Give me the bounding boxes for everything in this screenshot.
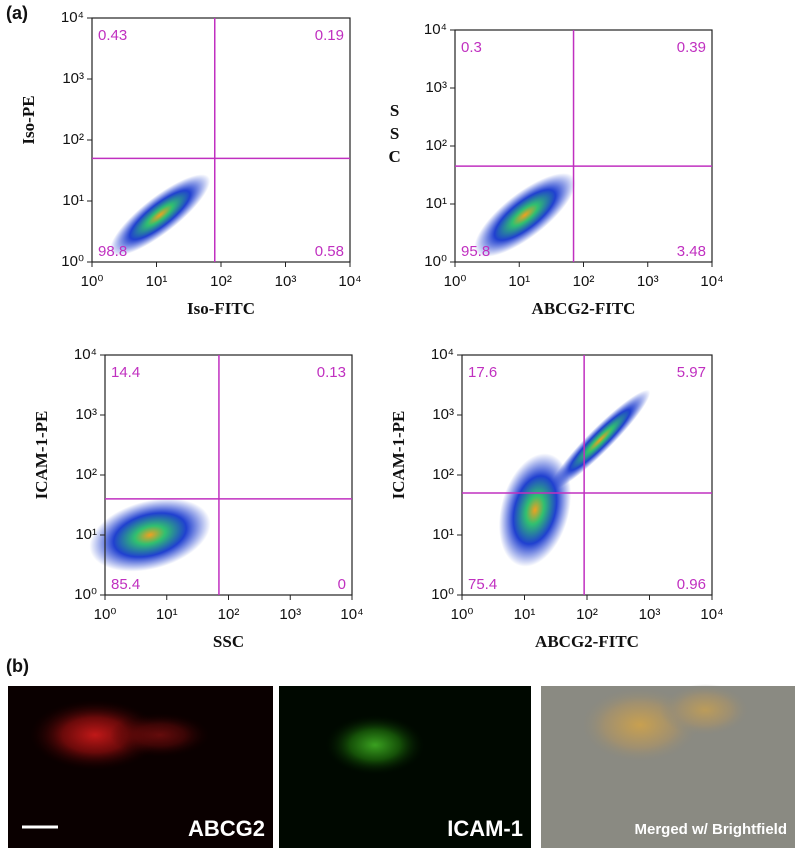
x-tick-label: 10² bbox=[210, 273, 232, 290]
y-tick-label: 10¹ bbox=[75, 526, 97, 543]
quadrant-value: 5.97 bbox=[677, 364, 706, 381]
x-tick-label: 10³ bbox=[279, 606, 301, 623]
x-tick-label: 10⁰ bbox=[81, 273, 104, 290]
y-tick-label: 10⁰ bbox=[74, 586, 97, 603]
quadrant-value: 3.48 bbox=[677, 243, 706, 260]
image-label: ABCG2 bbox=[188, 816, 265, 841]
panel-label: (a) bbox=[6, 3, 28, 23]
x-tick-label: 10¹ bbox=[508, 273, 530, 290]
plot-frame bbox=[461, 354, 713, 596]
quadrant-value: 0 bbox=[338, 576, 346, 593]
x-tick-label: 10² bbox=[576, 606, 598, 623]
panel-label: (b) bbox=[6, 656, 29, 676]
x-tick-label: 10⁴ bbox=[700, 273, 723, 290]
y-tick-label: 10³ bbox=[425, 79, 447, 96]
y-tick-label: 10¹ bbox=[62, 192, 84, 209]
y-tick-label: 10⁴ bbox=[424, 21, 447, 38]
x-tick-label: 10¹ bbox=[514, 606, 536, 623]
y-tick-label: 10⁴ bbox=[431, 346, 454, 363]
y-tick-label: 10² bbox=[432, 466, 454, 483]
x-tick-label: 10² bbox=[218, 606, 240, 623]
quadrant-value: 0.96 bbox=[677, 576, 706, 593]
x-tick-label: 10⁰ bbox=[451, 606, 474, 623]
quadrant-value: 0.39 bbox=[677, 39, 706, 56]
y-tick-label: 10³ bbox=[62, 70, 84, 87]
x-tick-label: 10⁴ bbox=[700, 606, 723, 623]
x-axis-label: ABCG2-FITC bbox=[532, 299, 636, 318]
x-tick-label: 10¹ bbox=[156, 606, 178, 623]
y-tick-label: 10⁰ bbox=[431, 586, 454, 603]
y-tick-label: 10⁴ bbox=[74, 346, 97, 363]
micrograph bbox=[8, 684, 795, 848]
x-tick-label: 10³ bbox=[637, 273, 659, 290]
x-axis-label: Iso-FITC bbox=[187, 299, 255, 318]
x-tick-label: 10³ bbox=[639, 606, 661, 623]
y-tick-label: 10⁴ bbox=[61, 9, 84, 26]
y-tick-label: 10² bbox=[62, 131, 84, 148]
y-tick-label: 10⁰ bbox=[424, 253, 447, 270]
x-tick-label: 10⁰ bbox=[94, 606, 117, 623]
x-tick-label: 10³ bbox=[275, 273, 297, 290]
dot-cloud bbox=[89, 173, 651, 572]
image-label: Merged w/ Brightfield bbox=[634, 821, 787, 838]
quadrant-value: 98.8 bbox=[98, 243, 127, 260]
quadrant-value: 95.8 bbox=[461, 243, 490, 260]
x-axis-label: ABCG2-FITC bbox=[535, 632, 639, 651]
y-axis-label: ICAM-1-PE bbox=[389, 411, 408, 500]
quadrant-value: 85.4 bbox=[111, 576, 140, 593]
quadrant-value: 0.3 bbox=[461, 39, 482, 56]
quadrant-value: 0.43 bbox=[98, 27, 127, 44]
y-tick-label: 10³ bbox=[75, 406, 97, 423]
x-tick-label: 10⁴ bbox=[338, 273, 361, 290]
y-tick-label: 10⁰ bbox=[61, 253, 84, 270]
y-axis-label: SSC bbox=[385, 101, 404, 170]
x-tick-label: 10² bbox=[573, 273, 595, 290]
x-axis-label: SSC bbox=[213, 632, 244, 651]
y-tick-label: 10² bbox=[425, 137, 447, 154]
y-tick-label: 10¹ bbox=[432, 526, 454, 543]
quadrant-value: 0.13 bbox=[317, 364, 346, 381]
y-tick-label: 10² bbox=[75, 466, 97, 483]
quadrant-value: 17.6 bbox=[468, 364, 497, 381]
x-tick-label: 10¹ bbox=[146, 273, 168, 290]
quadrant-value: 75.4 bbox=[468, 576, 497, 593]
y-axis-label: ICAM-1-PE bbox=[32, 411, 51, 500]
y-axis-label: Iso-PE bbox=[19, 95, 38, 144]
quadrant-value: 0.58 bbox=[315, 243, 344, 260]
quadrant-value: 0.19 bbox=[315, 27, 344, 44]
x-tick-label: 10⁰ bbox=[444, 273, 467, 290]
image-label: ICAM-1 bbox=[447, 816, 523, 841]
y-tick-label: 10³ bbox=[432, 406, 454, 423]
y-tick-label: 10¹ bbox=[425, 195, 447, 212]
x-tick-label: 10⁴ bbox=[340, 606, 363, 623]
quadrant-value: 14.4 bbox=[111, 364, 140, 381]
